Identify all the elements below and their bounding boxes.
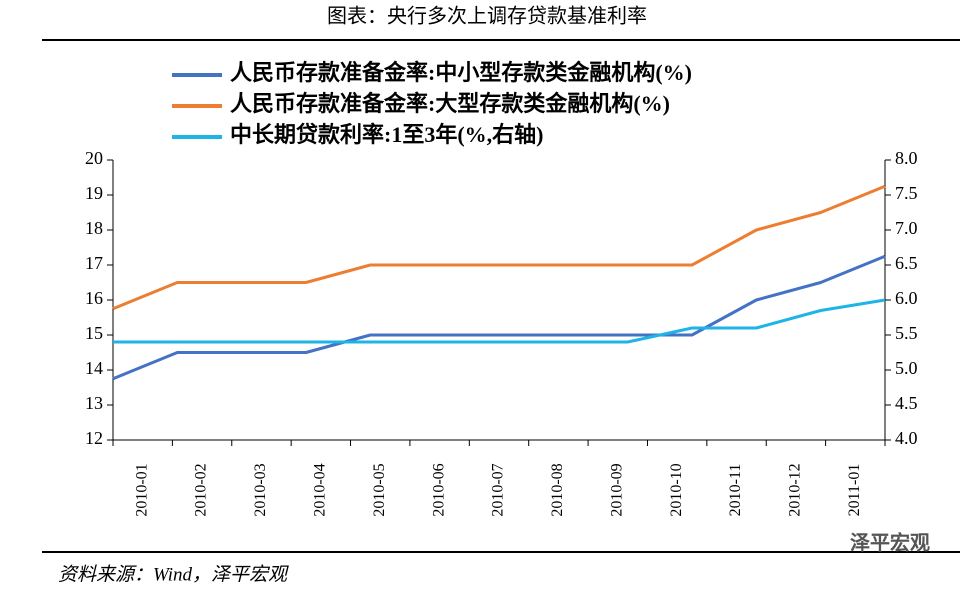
- y-tick-label: 19: [85, 183, 103, 203]
- x-tick-label: 2010-07: [490, 463, 507, 516]
- series-line: [113, 298, 886, 344]
- y2-tick-label: 7.0: [895, 218, 918, 238]
- source: 资料来源：Wind，泽平宏观: [58, 563, 289, 585]
- x-tick-label: 2010-10: [668, 463, 685, 516]
- x-tick-label: 2010-06: [430, 463, 447, 516]
- y-tick-label: 17: [85, 253, 103, 273]
- x-tick-label: 2010-02: [193, 463, 210, 516]
- y2-tick-label: 5.0: [895, 358, 918, 378]
- y2-tick-label: 6.5: [895, 253, 918, 273]
- watermark: 泽平宏观: [850, 531, 930, 555]
- x-tick-label: 2010-03: [252, 463, 269, 516]
- x-tick-label: 2010-05: [371, 463, 388, 516]
- y-tick-label: 16: [85, 288, 103, 308]
- y-tick-label: 13: [85, 393, 103, 413]
- y2-tick-label: 8.0: [895, 148, 918, 168]
- y2-tick-label: 7.5: [895, 183, 918, 203]
- x-tick-label: 2010-01: [133, 463, 150, 516]
- y2-tick-label: 4.0: [895, 428, 918, 448]
- chart-title: 图表：央行多次上调存贷款基准利率: [327, 5, 647, 28]
- y-tick-label: 14: [85, 358, 103, 378]
- x-tick-label: 2010-11: [727, 464, 744, 517]
- x-tick-label: 2010-12: [787, 463, 804, 516]
- legend-label: 中长期贷款利率:1至3年(%,右轴): [230, 122, 543, 147]
- x-tick-label: 2010-09: [608, 463, 625, 516]
- x-tick-label: 2010-08: [549, 463, 566, 516]
- y-tick-label: 18: [85, 218, 103, 238]
- y-tick-label: 12: [85, 428, 103, 448]
- series-line: [112, 254, 886, 381]
- x-tick-label: 2010-04: [312, 463, 329, 516]
- y2-tick-label: 6.0: [895, 288, 918, 308]
- legend-label: 人民币存款准备金率:大型存款类金融机构(%): [230, 91, 670, 116]
- series-line: [112, 184, 886, 311]
- y-tick-label: 15: [85, 323, 103, 343]
- y2-tick-label: 4.5: [895, 393, 918, 413]
- legend-label: 人民币存款准备金率:中小型存款类金融机构(%): [230, 60, 692, 85]
- y2-tick-label: 5.5: [895, 323, 918, 343]
- y-tick-label: 20: [85, 148, 103, 168]
- x-tick-label: 2011-01: [846, 464, 863, 517]
